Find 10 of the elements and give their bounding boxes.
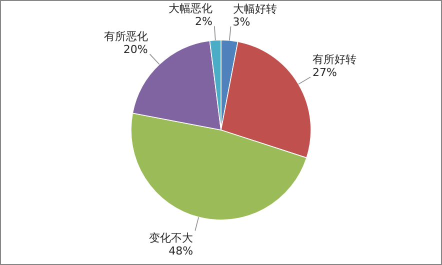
data-label: 2% — [195, 15, 212, 28]
data-label: 27% — [312, 66, 337, 80]
slice-label: 有所好转 — [312, 53, 357, 66]
slice-label: 大幅恶化 — [168, 2, 212, 16]
data-label: 20% — [123, 43, 148, 56]
slice-label: 大幅好转 — [232, 2, 277, 16]
slice-label: 有所恶化 — [104, 30, 148, 44]
data-label: 3% — [232, 15, 250, 28]
data-label: 48% — [168, 244, 194, 258]
slice-label: 变化不大 — [149, 232, 194, 245]
